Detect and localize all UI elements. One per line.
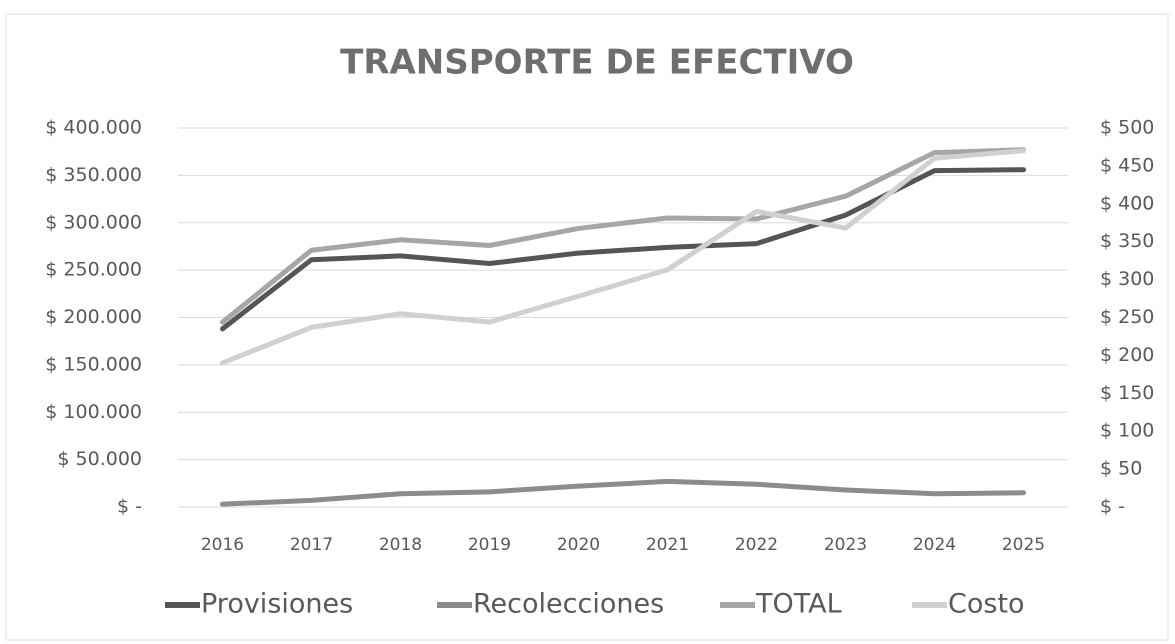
x-tick-label: 2022 [735,535,778,555]
y-tick-label: $ 350.000 [45,164,142,186]
y2-tick-label: $ 250 [1100,306,1154,328]
series-line [220,147,1026,325]
x-tick-label: 2025 [1002,535,1045,555]
chart-frame [5,13,1169,641]
chart-title: TRANSPORTE DE EFECTIVO [340,43,854,83]
x-tick-label: 2018 [379,535,422,555]
y2-tick-label: $ 500 [1100,117,1154,139]
y-tick-label: $ 150.000 [45,353,142,375]
y2-tick-label: $ 50 [1100,458,1142,480]
y2-tick-label: $ 100 [1100,420,1154,442]
y-tick-label: $ 200.000 [45,306,142,328]
y2-tick-label: $ 200 [1100,344,1154,366]
legend-label: Costo [948,589,1025,620]
y2-tick-label: $ 450 [1100,154,1154,176]
x-tick-label: 2023 [824,535,867,555]
y-tick-label: $ 400.000 [45,117,142,139]
y-tick-label: $ 100.000 [45,401,142,423]
x-tick-label: 2020 [557,535,600,555]
y2-tick-label: $ 400 [1100,192,1154,214]
y-tick-label: $ 300.000 [45,211,142,233]
x-tick-label: 2021 [646,535,689,555]
y2-tick-label: $ - [1100,496,1125,518]
series-line [220,148,1026,366]
y-tick-label: $ - [117,496,142,518]
y2-tick-label: $ 350 [1100,230,1154,252]
legend-label: Recolecciones [473,589,664,620]
y-tick-label: $ 50.000 [57,448,142,470]
y-tick-label: $ 250.000 [45,259,142,281]
legend-label: TOTAL [755,589,842,620]
x-tick-label: 2019 [468,535,511,555]
x-tick-label: 2016 [201,535,244,555]
x-tick-label: 2017 [290,535,333,555]
legend-label: Provisiones [201,589,353,620]
series-line [220,478,1026,507]
y2-tick-label: $ 150 [1100,382,1154,404]
x-tick-label: 2024 [913,535,956,555]
y2-tick-label: $ 300 [1100,268,1154,290]
